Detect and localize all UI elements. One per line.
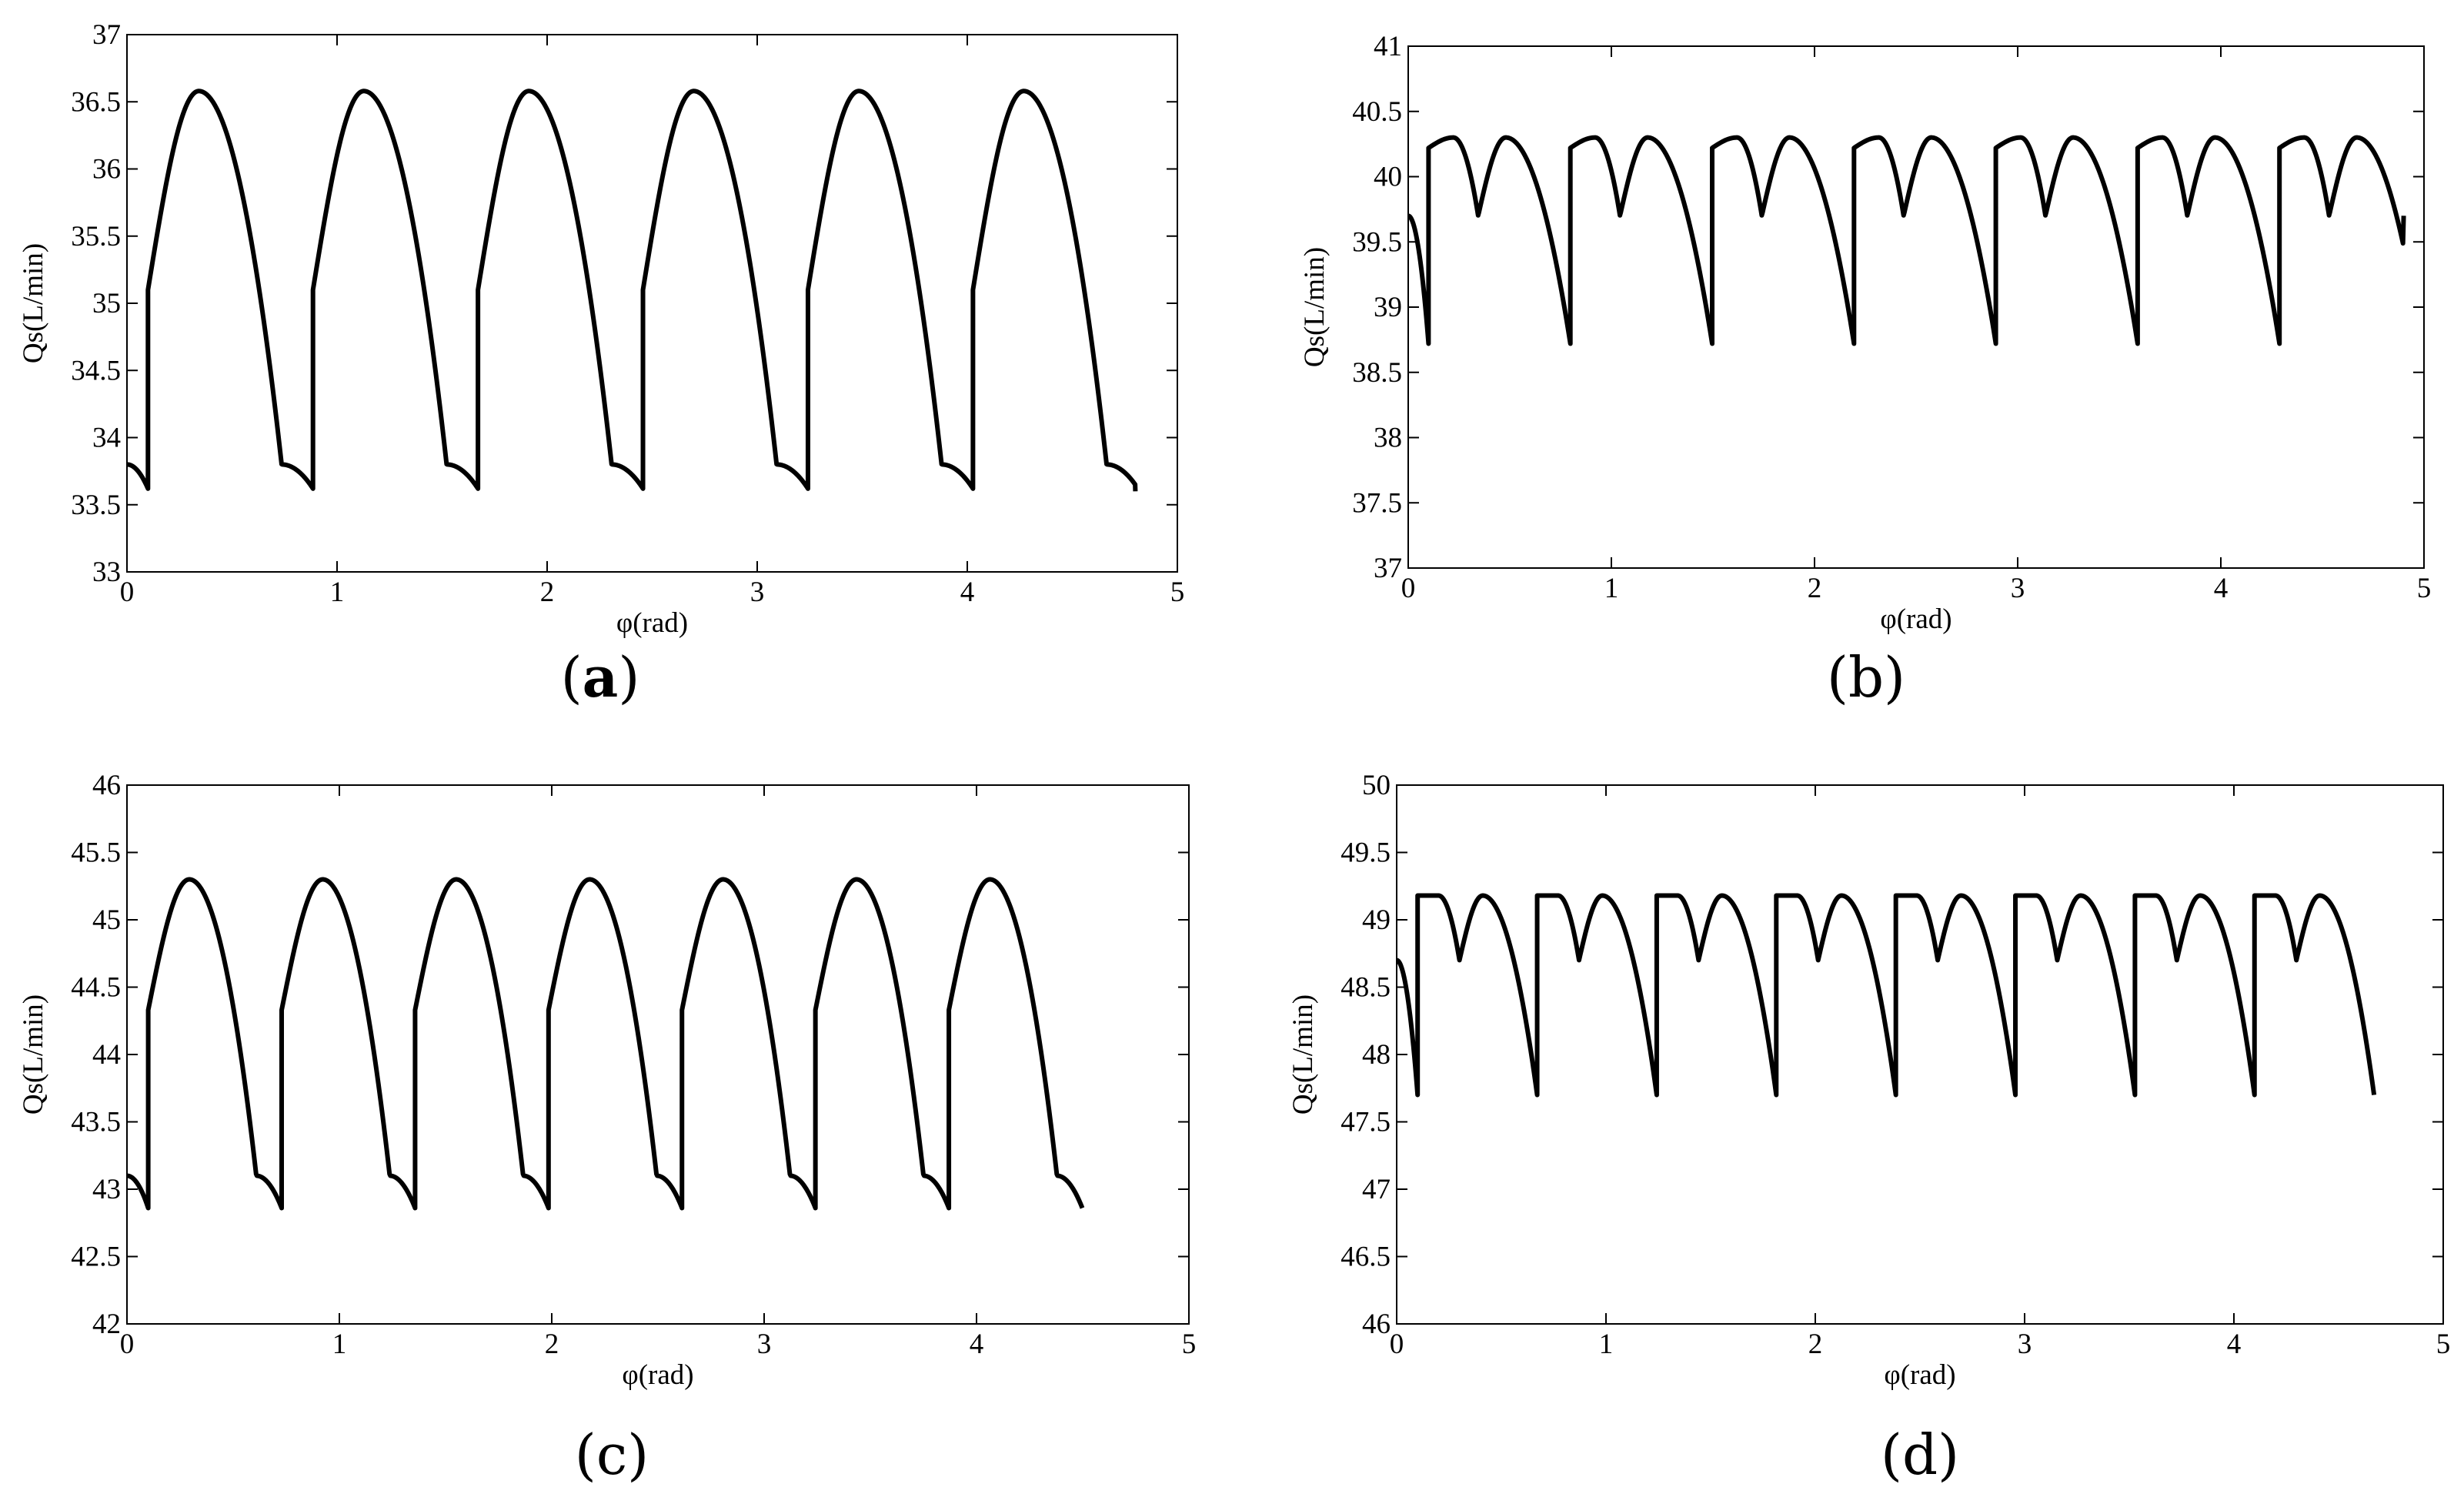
plot-frame	[126, 34, 1178, 573]
y-tick-label: 46.5	[1341, 1242, 1391, 1273]
x-axis-label: φ(rad)	[1880, 603, 1952, 635]
data-series-line	[125, 89, 1138, 492]
x-tick-label: 1	[332, 1329, 347, 1360]
y-tick-label: 43.5	[71, 1107, 121, 1138]
y-tick-label: 49.5	[1341, 837, 1391, 869]
y-tick-label: 38	[1374, 423, 1402, 454]
x-tick-label: 0	[120, 577, 135, 608]
y-tick-label: 49	[1362, 904, 1391, 936]
y-tick-label: 44	[92, 1039, 121, 1071]
y-tick-label: 45	[92, 904, 121, 936]
data-series-line	[125, 877, 1085, 1211]
panel-label-letter: b	[1848, 645, 1884, 710]
y-tick-label: 48	[1362, 1039, 1391, 1071]
y-tick-label: 48.5	[1341, 972, 1391, 1004]
x-tick-label: 5	[2417, 573, 2432, 604]
panel-label-open: (	[561, 645, 583, 710]
y-tick-label: 43	[92, 1174, 121, 1205]
x-tick-label: 5	[2436, 1329, 2451, 1360]
y-tick-label: 41	[1374, 31, 1402, 62]
panel-label-letter: d	[1902, 1422, 1938, 1487]
x-tick-label: 4	[970, 1329, 984, 1360]
y-tick-label: 36.5	[71, 86, 121, 118]
x-tick-label: 3	[750, 577, 765, 608]
x-tick-label: 0	[120, 1329, 135, 1360]
y-tick-label: 35	[92, 288, 121, 319]
panel-label-letter: c	[596, 1422, 627, 1487]
y-tick-label: 44.5	[71, 972, 121, 1004]
panel-label-close: )	[1884, 645, 1905, 710]
y-tick-label: 37.5	[1352, 487, 1402, 519]
y-axis-label: Qs(L/min)	[1299, 247, 1330, 367]
y-tick-label: 34.5	[71, 355, 121, 386]
x-tick-label: 4	[2214, 573, 2229, 604]
y-tick-label: 46	[1362, 1309, 1391, 1340]
x-tick-label: 5	[1170, 577, 1185, 608]
x-tick-label: 2	[1808, 1329, 1823, 1360]
y-tick-label: 38.5	[1352, 357, 1402, 389]
x-axis-label: φ(rad)	[1884, 1359, 1955, 1391]
y-axis-label: Qs(L/min)	[18, 243, 49, 363]
panel-label-letter: a	[583, 644, 619, 710]
x-tick-label: 3	[2018, 1329, 2032, 1360]
panel-label-close: )	[1938, 1422, 1959, 1487]
y-tick-label: 33.5	[71, 490, 121, 521]
panel-label-open: (	[575, 1422, 596, 1487]
y-tick-label: 34	[92, 423, 121, 454]
x-tick-label: 3	[2011, 573, 2025, 604]
y-tick-label: 40	[1374, 162, 1402, 193]
chart-panel-b: 0 1 2 3 4 5 37 37.5 38 38.5 39 39.5 40 40.5 41 φ(rad) Qs…	[1299, 31, 2431, 710]
y-tick-label: 37	[1374, 553, 1402, 584]
y-tick-label: 39	[1374, 292, 1402, 323]
y-tick-label: 33	[92, 556, 121, 588]
y-tick-label: 46	[92, 770, 121, 801]
panel-label-open: (	[1881, 1422, 1902, 1487]
x-tick-label: 2	[545, 1329, 559, 1360]
chart-panel-a: 0 1 2 3 4 53333.53434.53535.53636.537φ(rad)Qs…	[18, 19, 1184, 710]
x-axis-label: φ(rad)	[622, 1359, 693, 1391]
panel-label: (c)	[575, 1422, 649, 1487]
data-series-line	[1407, 135, 2406, 346]
x-tick-label: 1	[1604, 573, 1619, 604]
panel-label-close: )	[627, 1422, 649, 1487]
panel-label-close: )	[618, 645, 639, 710]
panel-label-open: (	[1827, 645, 1848, 710]
x-tick-label: 1	[330, 577, 345, 608]
chart-panel-c: 0 1 2 3 4 54242.54343.54444.54545.546φ(rad)Qs…	[18, 770, 1196, 1487]
x-tick-label: 0	[1390, 1329, 1404, 1360]
y-tick-label: 47	[1362, 1174, 1391, 1205]
x-axis-label: φ(rad)	[616, 607, 688, 639]
x-tick-label: 0	[1401, 573, 1416, 604]
x-tick-label: 3	[757, 1329, 772, 1360]
y-axis-label: Qs(L/min)	[18, 994, 49, 1115]
y-tick-label: 42	[92, 1309, 121, 1340]
y-tick-label: 40.5	[1352, 96, 1402, 128]
data-series-line	[1395, 893, 2377, 1098]
plot-frame	[1396, 784, 2444, 1325]
y-tick-label: 42.5	[71, 1242, 121, 1273]
plot-frame	[126, 784, 1190, 1325]
x-tick-label: 4	[960, 577, 975, 608]
x-tick-label: 2	[1808, 573, 1822, 604]
y-axis-label: Qs(L/min)	[1287, 994, 1319, 1115]
panel-label: (a)	[561, 644, 640, 710]
y-tick-label: 36	[92, 154, 121, 185]
y-tick-label: 45.5	[71, 837, 121, 869]
y-tick-label: 50	[1362, 770, 1391, 801]
x-tick-label: 1	[1599, 1329, 1614, 1360]
x-tick-label: 2	[540, 577, 555, 608]
y-tick-label: 39.5	[1352, 226, 1402, 258]
y-tick-label: 37	[92, 19, 121, 51]
x-tick-label: 5	[1182, 1329, 1197, 1360]
panel-label: (b)	[1827, 645, 1905, 710]
y-tick-label: 35.5	[71, 221, 121, 252]
chart-panel-d: 0 1 2 3 4 5 46 46.5 47 47.5 48 48.5 49 49.5 50 φ(rad) Qs…	[1287, 770, 2450, 1487]
panel-label: (d)	[1881, 1422, 1959, 1487]
y-tick-label: 47.5	[1341, 1107, 1391, 1138]
x-tick-label: 4	[2227, 1329, 2242, 1360]
